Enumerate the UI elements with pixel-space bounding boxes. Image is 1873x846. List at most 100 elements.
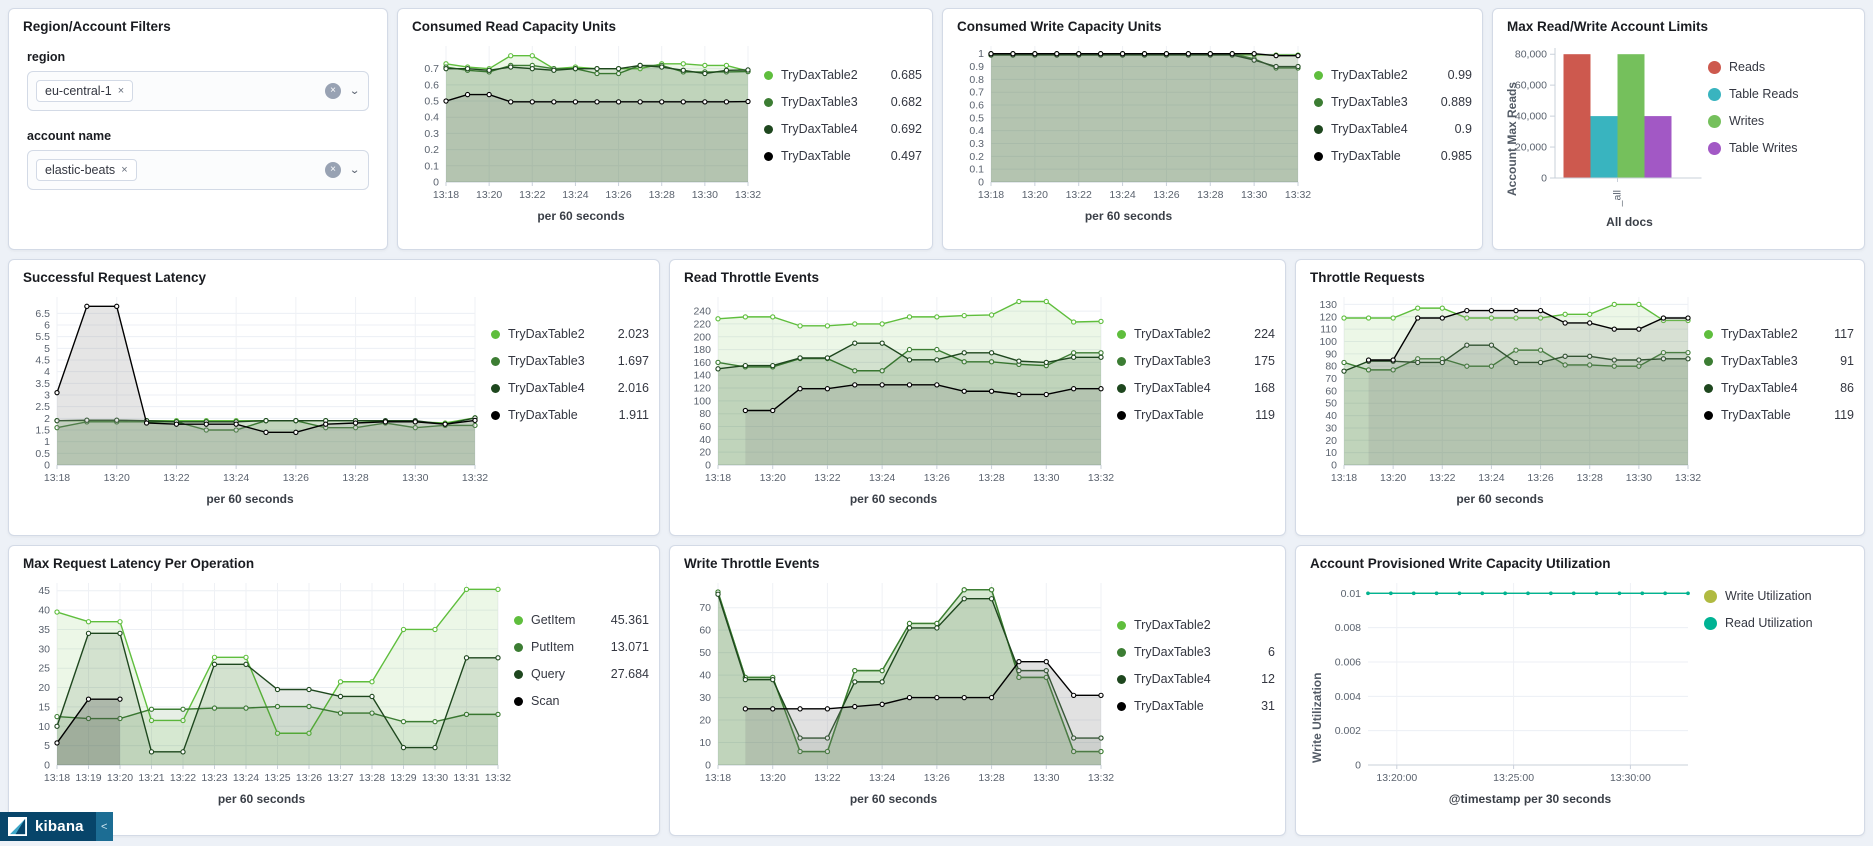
- legend-item-trydaxtable2[interactable]: TryDaxTable2 0.685: [764, 68, 922, 82]
- series-color-dot-icon: [1117, 329, 1126, 339]
- kibana-brand[interactable]: kibana: [0, 812, 96, 841]
- legend-item-read-utilization[interactable]: Read Utilization: [1704, 616, 1854, 630]
- series-current-value: 91: [1840, 354, 1854, 368]
- legend-item-trydaxtable3[interactable]: TryDaxTable3 175: [1117, 354, 1275, 368]
- chart-write-throttle-events[interactable]: 0 10 20 30 40 50 60 70 13:18 13:20 13:22 13:24 13:26…: [670, 573, 1117, 791]
- series-current-value: 175: [1254, 354, 1275, 368]
- region-combobox[interactable]: eu-central-1 × × ⌄: [27, 71, 369, 111]
- legend-item-trydaxtable3[interactable]: TryDaxTable3 0.682: [764, 95, 922, 109]
- chart-successful-request-latency[interactable]: 0 0.5 1 1.5 2 2.5 3 3.5 4 4.5 5 5.5 6 6.5 13:18 13:20 13…: [9, 287, 491, 491]
- series-color-dot-icon: [764, 70, 773, 80]
- svg-text:0.8: 0.8: [969, 74, 984, 86]
- series-name: Write Utilization: [1725, 589, 1812, 603]
- legend-item-trydaxtable[interactable]: TryDaxTable 119: [1117, 408, 1275, 422]
- x-axis-label: per 60 seconds: [1084, 209, 1173, 223]
- legend-item-table-writes[interactable]: Table Writes: [1708, 141, 1838, 155]
- svg-text:45: 45: [38, 585, 50, 597]
- chart-throttle-requests[interactable]: 0 10 20 30 40 50 60 70 80 90 100 110 120 130 13:18 13:2…: [1296, 287, 1704, 491]
- collapse-sidebar-button[interactable]: <: [95, 812, 113, 841]
- chart-consumed-read-capacity[interactable]: 0 0.1 0.2 0.3 0.4 0.5 0.6 0.7 13:18 13:20 13:22 13:…: [398, 36, 764, 208]
- chart-max-request-latency[interactable]: 0 5 10 15 20 25 30 35 40 45 13:18 13:19 13:20 13:21 13…: [9, 573, 514, 791]
- x-axis-label: @timestamp per 30 seconds: [1448, 792, 1612, 806]
- legend-item-writes[interactable]: Writes: [1708, 114, 1838, 128]
- series-color-dot-icon: [491, 410, 500, 420]
- series-color-dot-icon: [1117, 410, 1126, 420]
- remove-account-icon[interactable]: ×: [121, 164, 128, 176]
- legend-item-trydaxtable4[interactable]: TryDaxTable4 12: [1117, 672, 1275, 686]
- legend-item-trydaxtable4[interactable]: TryDaxTable4 2.016: [491, 381, 649, 395]
- series-current-value: 0.692: [890, 122, 922, 136]
- legend-item-trydaxtable[interactable]: TryDaxTable 1.911: [491, 408, 649, 422]
- chart-read-throttle-events[interactable]: 0 20 40 60 80 100 120 140 160 180 200 220 240 13:18 13…: [670, 287, 1117, 491]
- series-name: TryDaxTable: [1721, 408, 1791, 422]
- legend-item-trydaxtable2[interactable]: TryDaxTable2 2.023: [491, 327, 649, 341]
- legend-item-trydaxtable4[interactable]: TryDaxTable4 0.9: [1314, 122, 1472, 136]
- panel-title: Consumed Write Capacity Units: [957, 19, 1162, 34]
- svg-text:0: 0: [978, 177, 984, 189]
- legend-item-trydaxtable2[interactable]: TryDaxTable2 0.99: [1314, 68, 1472, 82]
- svg-text:13:24: 13:24: [562, 189, 588, 201]
- clear-account-button[interactable]: ×: [325, 162, 342, 178]
- legend-item-trydaxtable3[interactable]: TryDaxTable3 1.697: [491, 354, 649, 368]
- svg-text:13:32: 13:32: [1088, 472, 1114, 484]
- svg-text:180: 180: [693, 344, 711, 356]
- legend-item-trydaxtable4[interactable]: TryDaxTable4 168: [1117, 381, 1275, 395]
- legend-item-trydaxtable[interactable]: TryDaxTable 0.985: [1314, 149, 1472, 163]
- series-color-dot-icon: [1708, 141, 1721, 155]
- chart-max-account-limits[interactable]: 0 20,000 40,000 60,000 80,000 _all: [1493, 36, 1708, 214]
- series-current-value: 1.697: [617, 354, 649, 368]
- svg-text:0.006: 0.006: [1335, 656, 1361, 668]
- chart-write-capacity-utilization[interactable]: 0 0.002 0.004 0.006 0.008 0.01 13:20:00 13:25:0…: [1296, 573, 1704, 791]
- series-current-value: 12: [1261, 672, 1275, 686]
- series-name: PutItem: [531, 640, 575, 654]
- legend-item-query[interactable]: Query 27.684: [514, 667, 649, 681]
- legend-consumed-write: TryDaxTable2 0.99 TryDaxTable3 0.889 TryDaxT…: [1314, 36, 1482, 176]
- svg-text:13:28: 13:28: [1577, 472, 1603, 484]
- series-color-dot-icon: [514, 696, 523, 706]
- account-selected-pill[interactable]: elastic-beats ×: [36, 159, 137, 181]
- account-combobox[interactable]: elastic-beats × × ⌄: [27, 150, 369, 190]
- svg-text:1: 1: [978, 48, 984, 60]
- legend-item-trydaxtable4[interactable]: TryDaxTable4 86: [1704, 381, 1854, 395]
- legend-item-getitem[interactable]: GetItem 45.361: [514, 613, 649, 627]
- series-current-value: 13.071: [610, 640, 649, 654]
- svg-text:13:26: 13:26: [283, 472, 309, 484]
- remove-region-icon[interactable]: ×: [117, 85, 125, 97]
- legend-successful-request-latency: TryDaxTable2 2.023 TryDaxTable3 1.697 TryDax…: [491, 287, 659, 435]
- legend-item-trydaxtable[interactable]: TryDaxTable 0.497: [764, 149, 922, 163]
- svg-text:0.7: 0.7: [424, 63, 439, 75]
- legend-item-trydaxtable[interactable]: TryDaxTable 119: [1704, 408, 1854, 422]
- series-name: Query: [531, 667, 566, 681]
- legend-item-trydaxtable2[interactable]: TryDaxTable2 224: [1117, 327, 1275, 341]
- legend-item-trydaxtable2[interactable]: TryDaxTable2 117: [1704, 327, 1854, 341]
- svg-text:13:28: 13:28: [649, 189, 675, 201]
- region-selected-pill[interactable]: eu-central-1 ×: [36, 80, 134, 102]
- legend-item-trydaxtable3[interactable]: TryDaxTable3 6: [1117, 645, 1275, 659]
- series-color-dot-icon: [514, 615, 523, 625]
- x-axis-label: per 60 seconds: [537, 209, 625, 223]
- legend-write-throttle-events: TryDaxTable2 TryDaxTable3 6 TryDaxTable4 12 T…: [1117, 573, 1285, 726]
- legend-item-trydaxtable[interactable]: TryDaxTable 31: [1117, 699, 1275, 713]
- chevron-down-icon[interactable]: ⌄: [349, 84, 360, 97]
- legend-item-trydaxtable4[interactable]: TryDaxTable4 0.692: [764, 122, 922, 136]
- chevron-down-icon[interactable]: ⌄: [349, 163, 360, 176]
- chart-consumed-write-capacity[interactable]: 0 0.1 0.2 0.3 0.4 0.5 0.6 0.7 0.8 0.9 1 13:18 13:20 1…: [943, 36, 1314, 208]
- series-name: TryDaxTable4: [781, 122, 858, 136]
- svg-text:5: 5: [44, 740, 50, 752]
- series-current-value: 27.684: [610, 667, 649, 681]
- svg-text:_all: _all: [1612, 190, 1624, 207]
- svg-text:13:24: 13:24: [1109, 189, 1135, 201]
- legend-item-write-utilization[interactable]: Write Utilization: [1704, 589, 1854, 603]
- legend-item-trydaxtable3[interactable]: TryDaxTable3 91: [1704, 354, 1854, 368]
- legend-item-reads[interactable]: Reads: [1708, 60, 1838, 74]
- svg-text:0.004: 0.004: [1335, 691, 1361, 703]
- legend-item-table-reads[interactable]: Table Reads: [1708, 87, 1838, 101]
- series-color-dot-icon: [1704, 589, 1717, 603]
- svg-text:13:32: 13:32: [1088, 772, 1114, 784]
- clear-region-button[interactable]: ×: [325, 83, 342, 99]
- legend-item-putitem[interactable]: PutItem 13.071: [514, 640, 649, 654]
- series-name: TryDaxTable2: [781, 68, 858, 82]
- legend-item-trydaxtable3[interactable]: TryDaxTable3 0.889: [1314, 95, 1472, 109]
- legend-item-scan[interactable]: Scan: [514, 694, 649, 708]
- legend-item-trydaxtable2[interactable]: TryDaxTable2: [1117, 618, 1275, 632]
